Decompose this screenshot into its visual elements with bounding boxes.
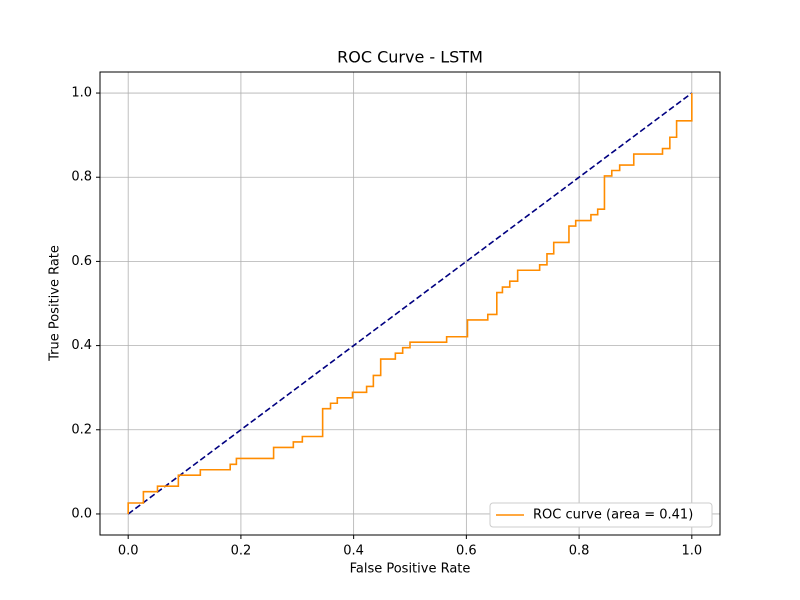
line-series [127, 93, 693, 514]
x-axis-label: False Positive Rate [350, 562, 471, 577]
y-tick-label: 1.0 [71, 86, 92, 101]
x-tick-label: 1.0 [681, 544, 702, 559]
line-series [127, 92, 693, 515]
y-tick-label: 0.4 [71, 338, 92, 353]
legend-box [489, 502, 713, 528]
y-tick-label: 0.2 [71, 422, 92, 437]
legend-label: ROC curve (area = 0.41) [533, 508, 693, 523]
y-tick-label: 0.0 [71, 506, 92, 521]
y-tick-label: 0.8 [71, 170, 92, 185]
x-tick-label: 0.2 [231, 544, 252, 559]
x-tick-label: 0.4 [343, 544, 364, 559]
y-tick-label: 0.6 [71, 254, 92, 269]
y-axis-label: True Positive Rate [48, 245, 63, 362]
x-tick-label: 0.6 [456, 544, 477, 559]
x-tick-label: 0.0 [118, 544, 139, 559]
axes-frame [99, 71, 721, 536]
x-tick-label: 0.8 [569, 544, 590, 559]
chart-title: ROC Curve - LSTM [337, 48, 483, 67]
